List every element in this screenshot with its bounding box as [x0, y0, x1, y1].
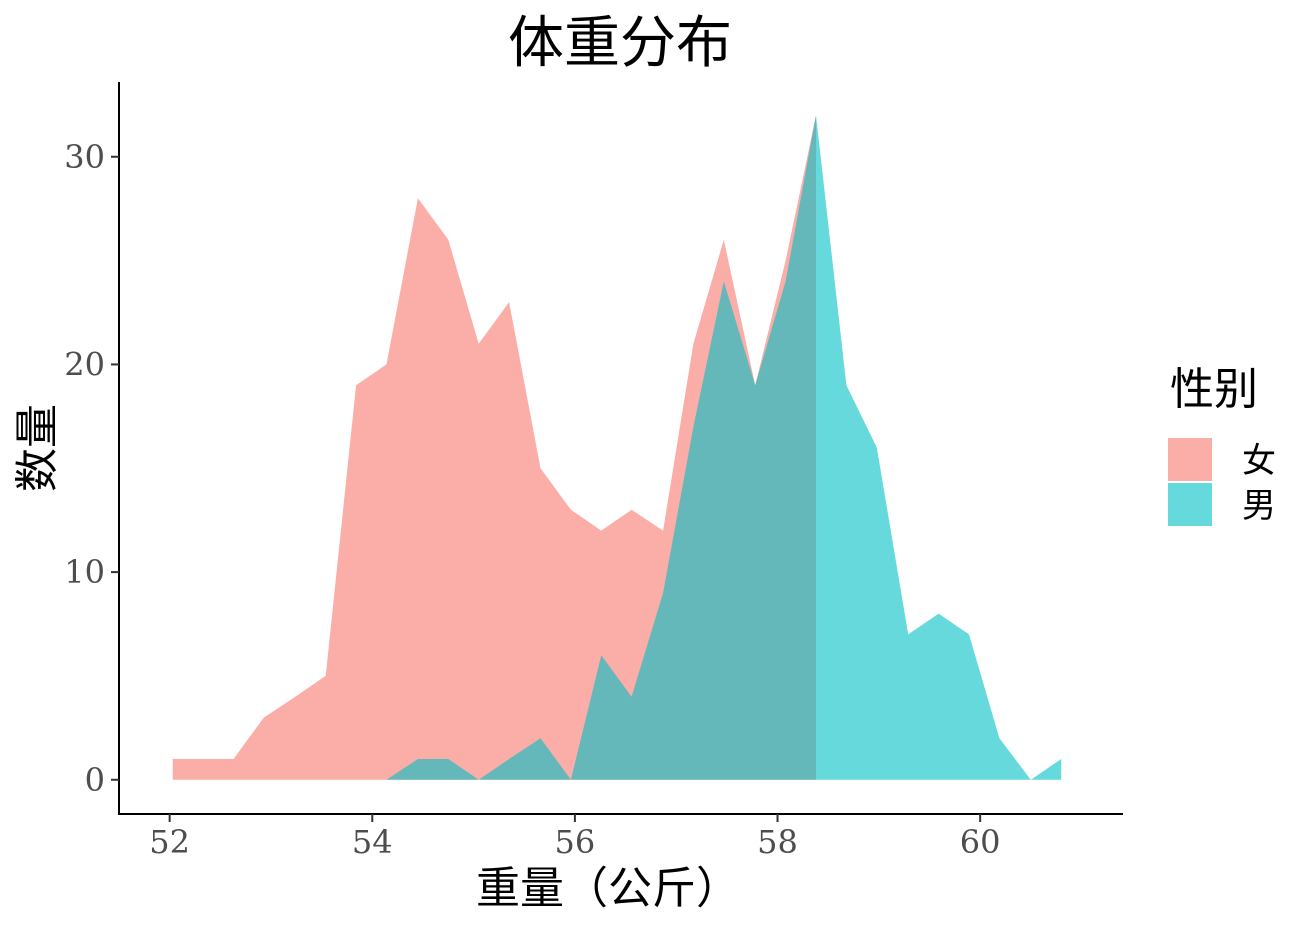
x-tick-label: 54: [352, 823, 393, 861]
x-tick-label: 56: [555, 823, 596, 861]
legend-label: 女: [1242, 441, 1276, 481]
y-axis-title: 数量: [12, 404, 63, 492]
plot-area: [172, 115, 1062, 780]
y-tick-label: 10: [64, 553, 105, 591]
area-series-0: [172, 115, 816, 780]
legend-swatch: [1168, 483, 1212, 526]
x-axis-title: 重量（公斤）: [476, 863, 740, 914]
y-tick-label: 30: [64, 138, 105, 176]
chart-title: 体重分布: [508, 11, 732, 76]
y-axis-ticks: 0 10 20 30: [64, 138, 119, 799]
legend-label: 男: [1242, 486, 1276, 526]
x-axis-ticks: 52 54 56 58 60: [149, 814, 1001, 861]
legend: 性别 女男: [1168, 364, 1276, 526]
x-tick-label: 52: [149, 823, 190, 861]
y-tick-label: 20: [64, 345, 105, 383]
x-tick-label: 58: [757, 823, 798, 861]
legend-swatch: [1168, 438, 1212, 481]
legend-title: 性别: [1170, 364, 1258, 415]
area-series-1: [386, 115, 1062, 780]
y-tick-label: 0: [85, 761, 105, 799]
x-tick-label: 60: [960, 823, 1001, 861]
legend-items: 女男: [1168, 438, 1276, 526]
